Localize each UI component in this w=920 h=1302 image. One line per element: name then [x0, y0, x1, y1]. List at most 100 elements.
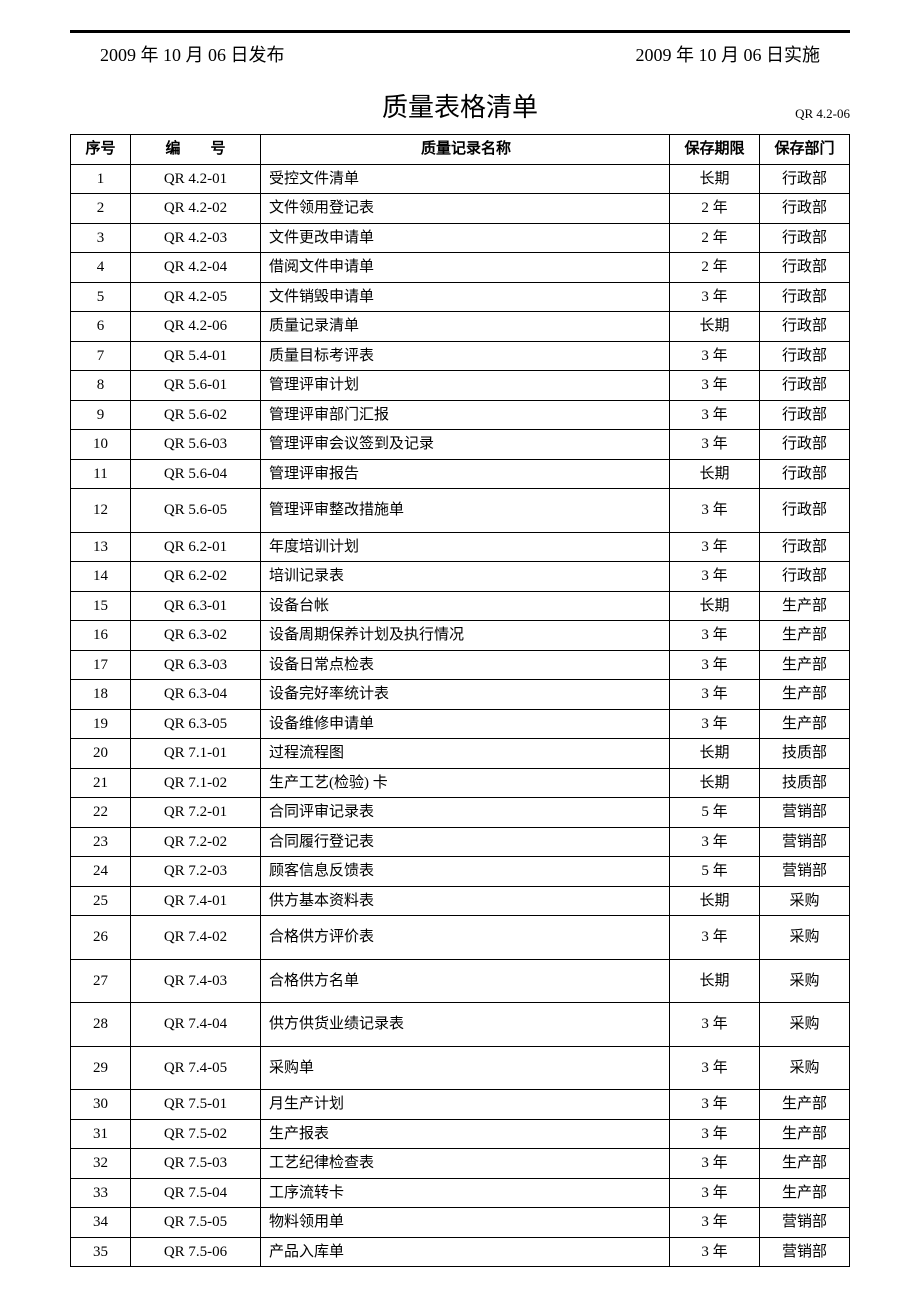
- cell-period: 3 年: [670, 1178, 760, 1208]
- cell-code: QR 6.2-01: [131, 532, 261, 562]
- cell-code: QR 7.5-01: [131, 1090, 261, 1120]
- cell-name: 管理评审报告: [261, 459, 670, 489]
- cell-code: QR 7.4-01: [131, 886, 261, 916]
- cell-name: 过程流程图: [261, 739, 670, 769]
- table-row: 16QR 6.3-02设备周期保养计划及执行情况3 年生产部: [71, 621, 850, 651]
- document-code: QR 4.2-06: [795, 106, 850, 122]
- cell-code: QR 5.4-01: [131, 341, 261, 371]
- cell-dept: 行政部: [760, 562, 850, 592]
- cell-period: 2 年: [670, 194, 760, 224]
- cell-dept: 生产部: [760, 591, 850, 621]
- table-row: 22QR 7.2-01合同评审记录表5 年营销部: [71, 798, 850, 828]
- cell-seq: 7: [71, 341, 131, 371]
- cell-name: 合格供方名单: [261, 959, 670, 1003]
- cell-code: QR 7.5-03: [131, 1149, 261, 1179]
- cell-seq: 34: [71, 1208, 131, 1238]
- table-row: 7QR 5.4-01质量目标考评表3 年行政部: [71, 341, 850, 371]
- cell-code: QR 7.5-06: [131, 1237, 261, 1267]
- cell-code: QR 6.2-02: [131, 562, 261, 592]
- cell-dept: 行政部: [760, 341, 850, 371]
- cell-period: 3 年: [670, 680, 760, 710]
- cell-dept: 生产部: [760, 650, 850, 680]
- cell-code: QR 7.2-03: [131, 857, 261, 887]
- table-row: 5QR 4.2-05文件销毁申请单3 年行政部: [71, 282, 850, 312]
- cell-period: 5 年: [670, 798, 760, 828]
- cell-code: QR 4.2-04: [131, 253, 261, 283]
- cell-period: 3 年: [670, 341, 760, 371]
- cell-code: QR 4.2-01: [131, 164, 261, 194]
- cell-dept: 采购: [760, 916, 850, 960]
- cell-name: 合格供方评价表: [261, 916, 670, 960]
- cell-period: 长期: [670, 164, 760, 194]
- cell-name: 管理评审整改措施单: [261, 489, 670, 533]
- cell-dept: 技质部: [760, 739, 850, 769]
- cell-name: 采购单: [261, 1046, 670, 1090]
- cell-seq: 24: [71, 857, 131, 887]
- cell-dept: 营销部: [760, 827, 850, 857]
- cell-dept: 生产部: [760, 1090, 850, 1120]
- table-row: 17QR 6.3-03设备日常点检表3 年生产部: [71, 650, 850, 680]
- col-header-period: 保存期限: [670, 135, 760, 165]
- cell-code: QR 7.4-02: [131, 916, 261, 960]
- cell-seq: 31: [71, 1119, 131, 1149]
- cell-name: 生产报表: [261, 1119, 670, 1149]
- col-header-dept: 保存部门: [760, 135, 850, 165]
- table-row: 31QR 7.5-02生产报表3 年生产部: [71, 1119, 850, 1149]
- cell-seq: 13: [71, 532, 131, 562]
- cell-period: 长期: [670, 591, 760, 621]
- cell-period: 3 年: [670, 827, 760, 857]
- cell-period: 长期: [670, 459, 760, 489]
- cell-seq: 23: [71, 827, 131, 857]
- cell-name: 物料领用单: [261, 1208, 670, 1238]
- top-divider: [70, 30, 850, 33]
- effective-date: 2009 年 10 月 06 日实施: [636, 41, 821, 67]
- table-row: 24QR 7.2-03顾客信息反馈表5 年营销部: [71, 857, 850, 887]
- cell-code: QR 4.2-06: [131, 312, 261, 342]
- cell-seq: 5: [71, 282, 131, 312]
- cell-seq: 22: [71, 798, 131, 828]
- cell-seq: 18: [71, 680, 131, 710]
- cell-code: QR 5.6-01: [131, 371, 261, 401]
- cell-seq: 20: [71, 739, 131, 769]
- cell-seq: 29: [71, 1046, 131, 1090]
- cell-period: 3 年: [670, 916, 760, 960]
- cell-period: 长期: [670, 739, 760, 769]
- cell-dept: 行政部: [760, 489, 850, 533]
- cell-dept: 行政部: [760, 223, 850, 253]
- table-row: 20QR 7.1-01过程流程图长期技质部: [71, 739, 850, 769]
- cell-seq: 8: [71, 371, 131, 401]
- cell-seq: 28: [71, 1003, 131, 1047]
- cell-period: 长期: [670, 959, 760, 1003]
- cell-code: QR 4.2-02: [131, 194, 261, 224]
- cell-code: QR 4.2-05: [131, 282, 261, 312]
- cell-seq: 3: [71, 223, 131, 253]
- cell-period: 2 年: [670, 253, 760, 283]
- table-row: 21QR 7.1-02生产工艺(检验) 卡长期技质部: [71, 768, 850, 798]
- table-row: 19QR 6.3-05设备维修申请单3 年生产部: [71, 709, 850, 739]
- table-row: 33QR 7.5-04工序流转卡3 年生产部: [71, 1178, 850, 1208]
- cell-name: 管理评审计划: [261, 371, 670, 401]
- cell-dept: 生产部: [760, 1178, 850, 1208]
- cell-name: 文件更改申请单: [261, 223, 670, 253]
- cell-code: QR 6.3-02: [131, 621, 261, 651]
- publish-date: 2009 年 10 月 06 日发布: [100, 41, 285, 67]
- cell-name: 供方供货业绩记录表: [261, 1003, 670, 1047]
- cell-period: 3 年: [670, 1237, 760, 1267]
- cell-dept: 行政部: [760, 253, 850, 283]
- cell-period: 3 年: [670, 1003, 760, 1047]
- table-row: 13QR 6.2-01年度培训计划3 年行政部: [71, 532, 850, 562]
- cell-code: QR 7.4-04: [131, 1003, 261, 1047]
- cell-seq: 2: [71, 194, 131, 224]
- cell-name: 管理评审会议签到及记录: [261, 430, 670, 460]
- cell-name: 管理评审部门汇报: [261, 400, 670, 430]
- table-row: 4QR 4.2-04借阅文件申请单2 年行政部: [71, 253, 850, 283]
- cell-name: 产品入库单: [261, 1237, 670, 1267]
- cell-code: QR 7.5-05: [131, 1208, 261, 1238]
- table-row: 9QR 5.6-02管理评审部门汇报3 年行政部: [71, 400, 850, 430]
- quality-forms-table: 序号 编 号 质量记录名称 保存期限 保存部门 1QR 4.2-01受控文件清单…: [70, 134, 850, 1267]
- cell-period: 3 年: [670, 1208, 760, 1238]
- cell-name: 质量记录清单: [261, 312, 670, 342]
- cell-period: 3 年: [670, 621, 760, 651]
- cell-dept: 采购: [760, 1046, 850, 1090]
- cell-name: 月生产计划: [261, 1090, 670, 1120]
